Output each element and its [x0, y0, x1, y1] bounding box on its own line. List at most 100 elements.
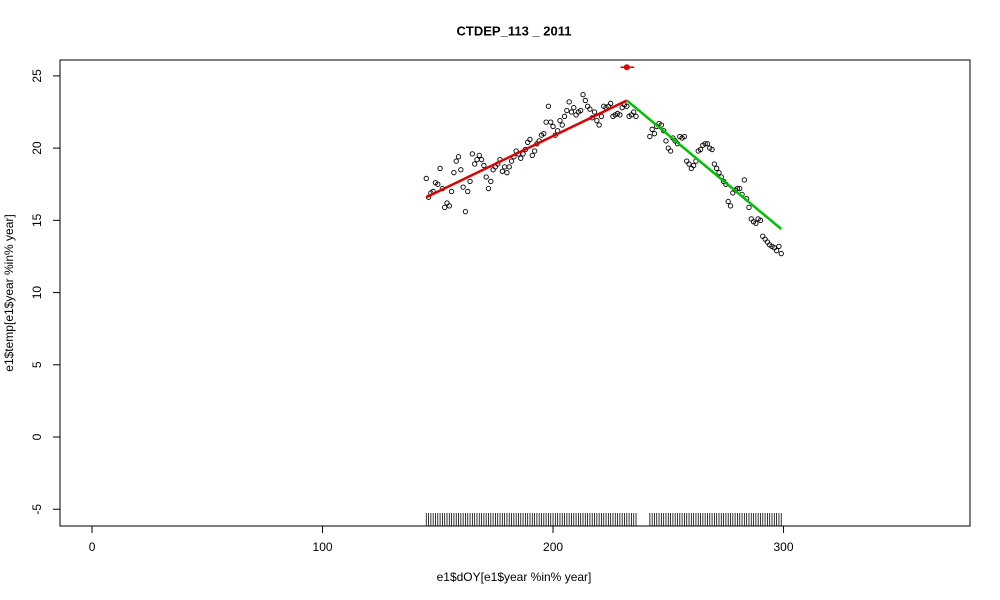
point: [725, 198, 731, 205]
point: [702, 141, 708, 147]
point: [478, 157, 485, 163]
point: [651, 131, 658, 137]
point: [550, 123, 556, 130]
y-tick-label: 5: [30, 361, 44, 368]
point: [451, 170, 457, 176]
point: [737, 185, 743, 192]
point: [531, 148, 538, 154]
point: [545, 103, 552, 109]
point: [716, 170, 722, 176]
point: [734, 185, 741, 192]
point: [499, 168, 505, 174]
y-tick-label: 20: [30, 141, 44, 155]
point: [591, 109, 598, 115]
point: [476, 152, 482, 158]
point: [467, 178, 473, 184]
point: [681, 133, 688, 140]
point: [753, 220, 759, 226]
point: [624, 103, 630, 109]
point: [594, 118, 600, 124]
point: [714, 165, 720, 171]
point: [727, 203, 734, 209]
point: [697, 146, 704, 153]
point: [488, 178, 494, 184]
point: [557, 118, 563, 124]
y-tick-label: 0: [30, 433, 44, 440]
point: [453, 158, 459, 164]
point: [631, 109, 637, 115]
y-axis-label: e1$temp[e1$year %in% year]: [2, 214, 16, 371]
point: [598, 113, 605, 119]
y-tick-label: 15: [30, 213, 44, 227]
point: [608, 100, 614, 106]
point: [506, 164, 512, 170]
x-axis-label: e1$dOY[e1$year %in% year]: [437, 570, 592, 584]
point: [462, 209, 469, 215]
point: [568, 109, 575, 115]
x-tick-label: 100: [313, 540, 333, 554]
point: [458, 167, 464, 173]
x-tick-label: 0: [89, 540, 96, 554]
fit-line: [425, 99, 628, 199]
point: [578, 107, 584, 114]
point: [446, 203, 452, 209]
point: [455, 154, 462, 160]
point: [741, 177, 747, 183]
point: [582, 97, 588, 104]
point: [663, 138, 669, 144]
point: [518, 155, 524, 161]
x-tick-label: 300: [774, 540, 794, 554]
point: [442, 204, 448, 210]
point: [504, 170, 510, 176]
point: [571, 105, 577, 111]
point: [485, 185, 492, 192]
point: [690, 162, 697, 169]
chart-title: CTDEP_113 _ 2011: [457, 23, 572, 38]
y-tick-label: 25: [30, 69, 44, 83]
point: [587, 106, 593, 112]
point: [460, 184, 466, 190]
point: [564, 107, 570, 114]
point: [704, 141, 711, 147]
point: [561, 113, 568, 119]
point: [481, 162, 487, 169]
x-tick-label: 200: [543, 540, 563, 554]
point: [483, 174, 489, 180]
point: [527, 136, 533, 143]
point: [778, 250, 784, 257]
point: [423, 175, 429, 182]
y-tick-label: -5: [30, 504, 44, 515]
point: [437, 165, 443, 171]
point: [580, 92, 586, 98]
point: [566, 99, 572, 105]
point: [548, 119, 554, 125]
point: [469, 151, 476, 157]
breakpoint: [623, 64, 630, 71]
point: [773, 248, 780, 254]
point: [435, 181, 441, 187]
point: [529, 152, 535, 158]
point: [596, 122, 602, 128]
point: [776, 243, 782, 249]
point: [508, 158, 515, 164]
point: [633, 113, 639, 119]
point: [757, 217, 764, 223]
point: [617, 112, 623, 118]
point: [649, 126, 655, 132]
point: [559, 122, 565, 128]
point: [686, 161, 692, 167]
point: [465, 188, 471, 195]
point: [658, 122, 665, 128]
point: [709, 146, 715, 153]
point: [541, 131, 547, 137]
point: [448, 188, 455, 195]
point: [647, 133, 653, 140]
fit-line: [625, 99, 783, 230]
point: [667, 148, 674, 154]
point: [711, 161, 718, 167]
point: [472, 161, 478, 167]
y-tick-label: 10: [30, 286, 44, 300]
point: [746, 204, 752, 210]
